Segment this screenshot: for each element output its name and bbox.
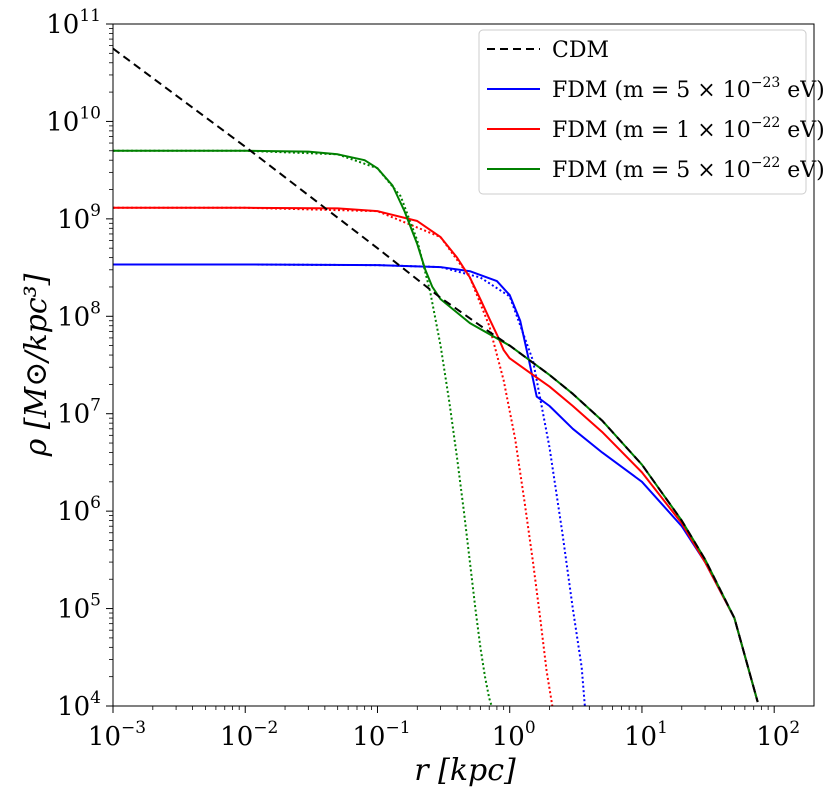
y-tick-label-4: 108 xyxy=(57,298,101,332)
x-tick-label-4: 101 xyxy=(624,718,668,752)
plot-frame xyxy=(112,23,815,707)
legend-box xyxy=(478,29,807,195)
y-tick-label-3: 107 xyxy=(57,396,101,430)
series-line-0 xyxy=(113,47,759,703)
y-tick-label-5: 109 xyxy=(57,201,101,235)
y-tick-label-1: 105 xyxy=(57,591,101,625)
legend-label-2: FDM (m = 1 × 10−22 eV) xyxy=(552,115,823,143)
y-tick-label-0: 104 xyxy=(57,688,101,722)
x-tick-label-1: 10−2 xyxy=(220,718,278,752)
legend: CDM FDM (m = 5 × 10−23 eV) FDM (m = 1 × 10… xyxy=(478,29,823,195)
y-axis-label: ρ [M⊙/kpc³] xyxy=(19,273,54,457)
series-line-2 xyxy=(113,206,759,703)
x-tick-label-3: 100 xyxy=(492,718,536,752)
series-line-5 xyxy=(113,206,554,706)
y-axis: 104 105 106 107 108 109 1010 1011 xyxy=(46,6,113,722)
x-tick-label-0: 10−3 xyxy=(88,718,146,752)
y-tick-label-2: 106 xyxy=(57,493,101,527)
legend-label-3: FDM (m = 5 × 10−22 eV) xyxy=(552,155,823,183)
x-axis: 10−3 10−2 10−1 100 101 102 xyxy=(88,706,800,752)
y-tick-label-7: 1011 xyxy=(46,6,101,40)
legend-label-1: FDM (m = 5 × 10−23 eV) xyxy=(552,75,823,103)
series-layer xyxy=(113,47,759,706)
x-tick-label-2: 10−1 xyxy=(352,718,410,752)
series-line-1 xyxy=(113,263,759,703)
legend-label-0: CDM xyxy=(552,38,609,63)
y-tick-label-6: 1010 xyxy=(46,103,101,137)
x-tick-label-5: 102 xyxy=(756,718,800,752)
series-line-6 xyxy=(113,149,493,706)
x-axis-label: r [kpc] xyxy=(414,753,516,788)
